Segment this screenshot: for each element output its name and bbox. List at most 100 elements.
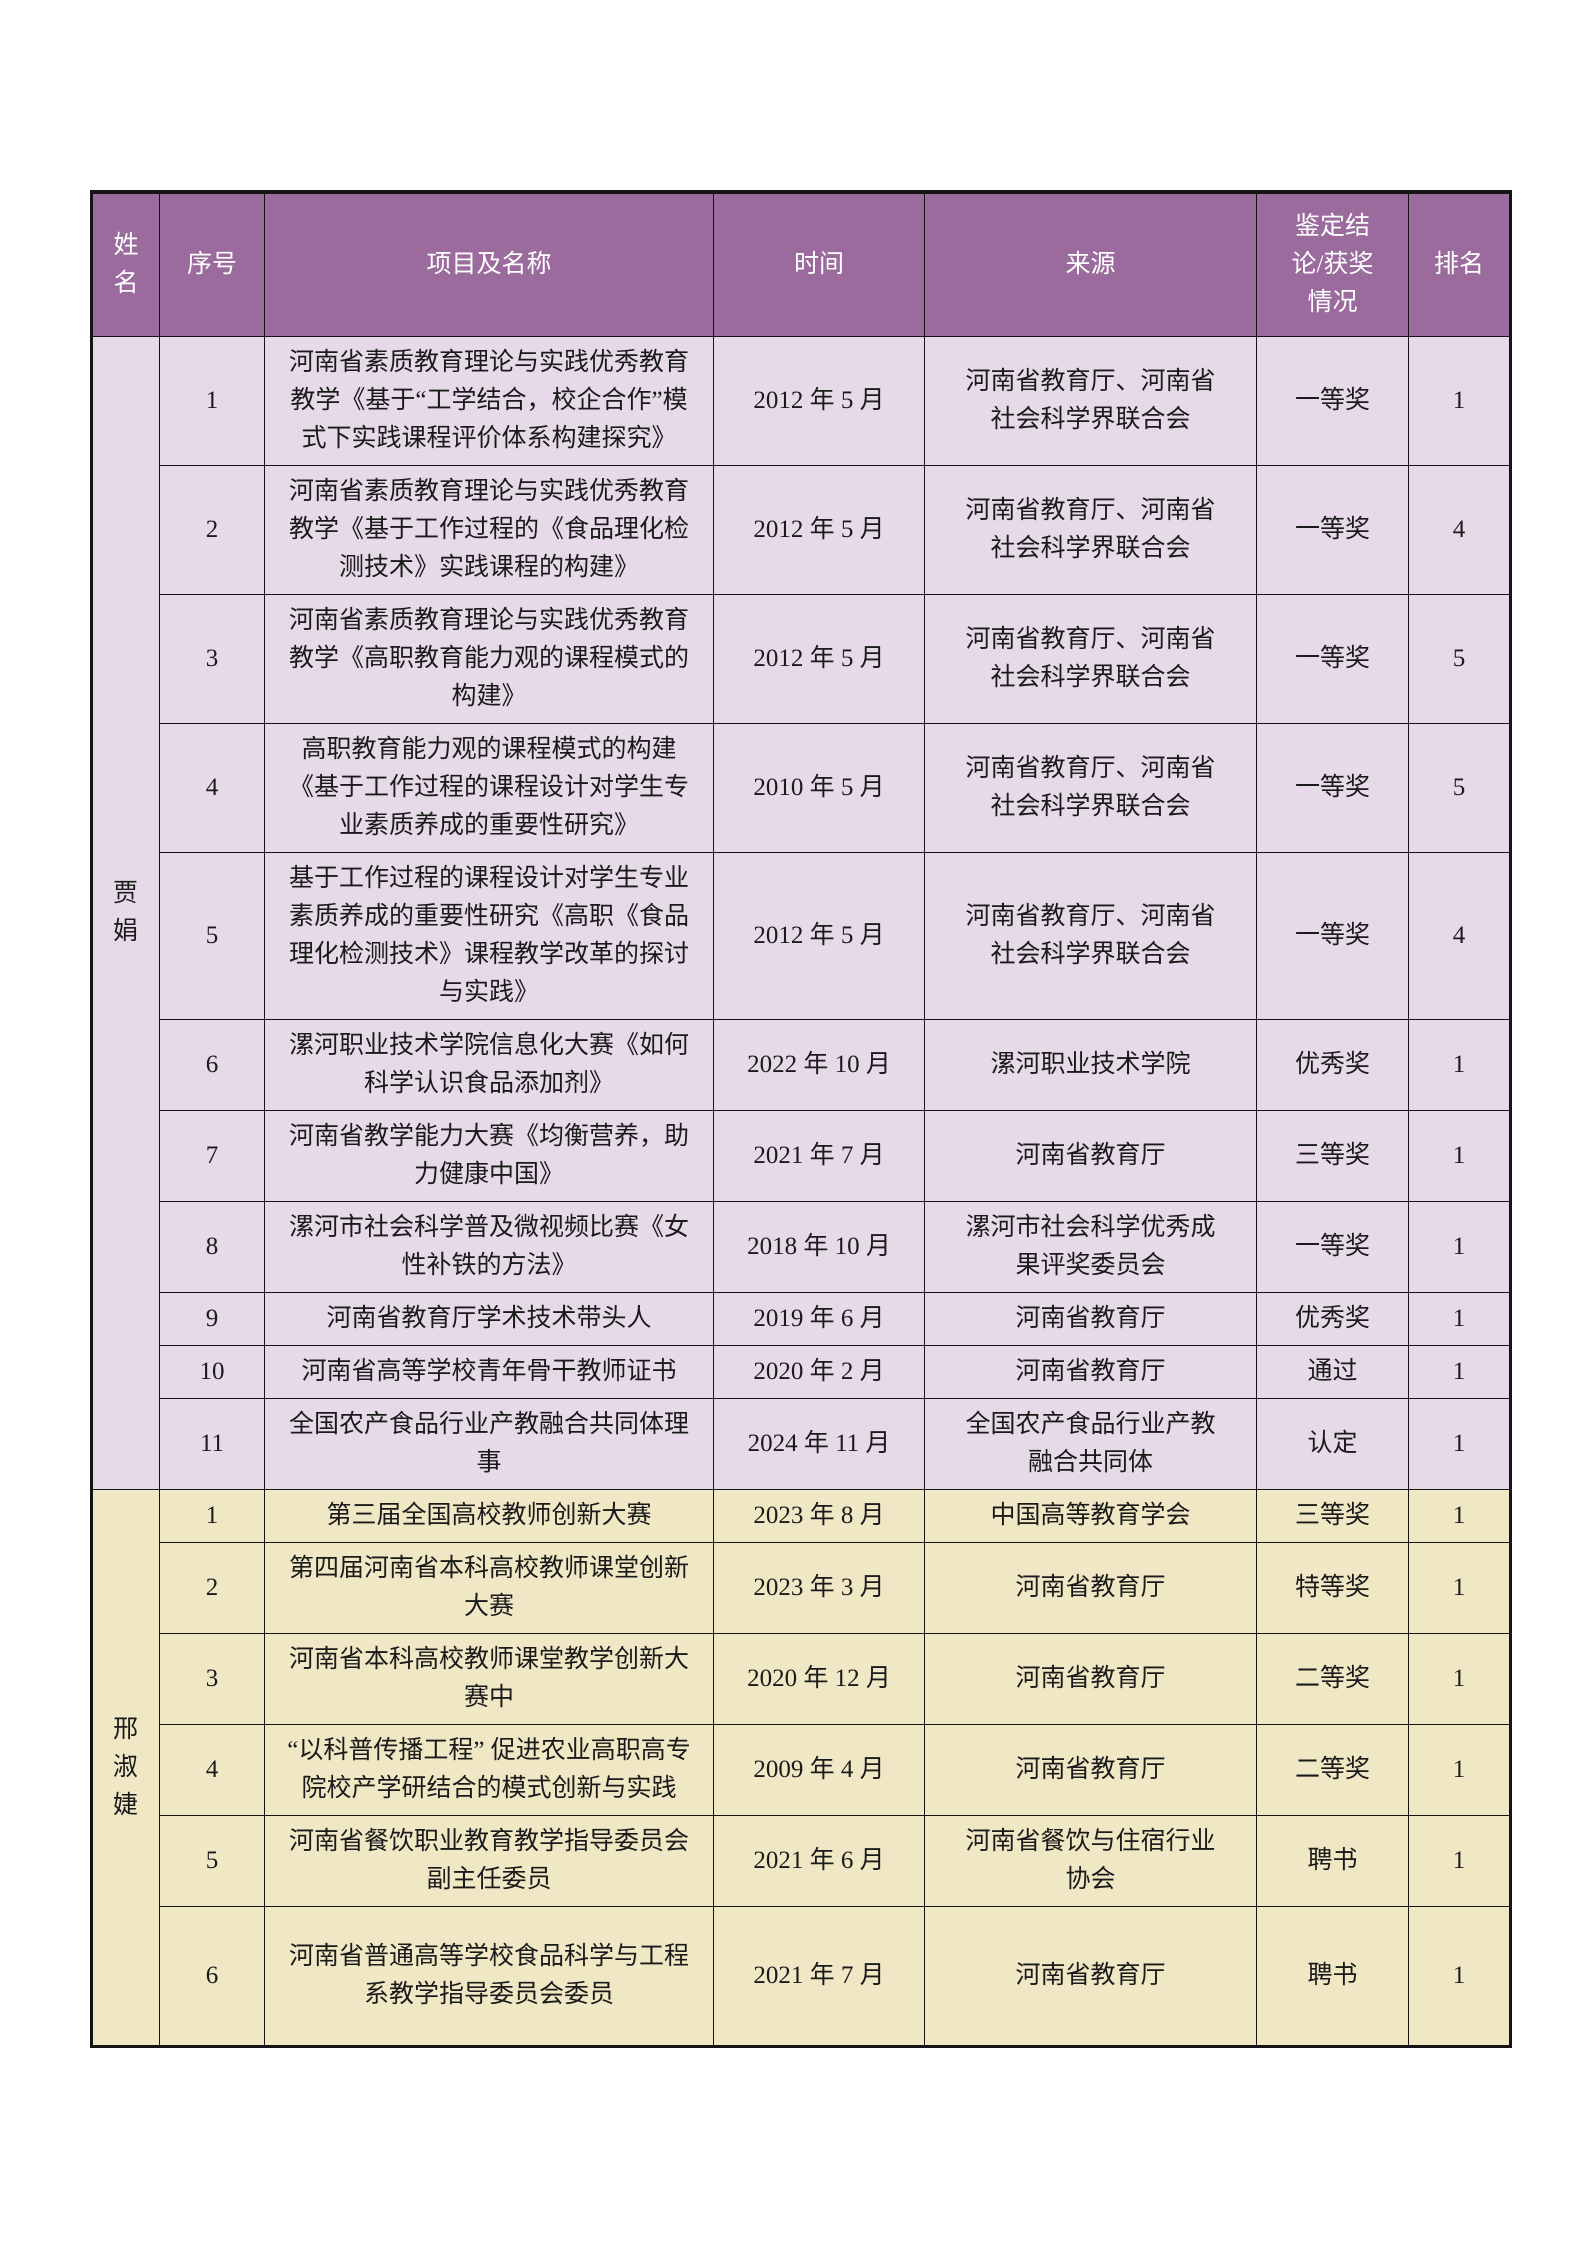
cell-source: 全国农产食品行业产教融合共同体: [924, 1398, 1257, 1490]
cell-project: 河南省素质教育理论与实践优秀教育教学《高职教育能力观的课程模式的构建》: [264, 594, 714, 724]
column-header-4: 来源: [924, 191, 1257, 337]
table-row: 4 “以科普传播工程” 促进农业高职高专院校产学研结合的模式创新与实践 2009 年…: [92, 1724, 1511, 1816]
cell-source: 河南省教育厅: [924, 1542, 1257, 1634]
cell-time: 2022 年 10 月: [713, 1019, 925, 1111]
cell-source: 河南省教育厅: [924, 1110, 1257, 1202]
table-row: 6 漯河职业技术学院信息化大赛《如何科学认识食品添加剂》 2022 年 10 月漯河…: [92, 1019, 1511, 1111]
table-row: 8 漯河市社会科学普及微视频比赛《女性补铁的方法》 2018 年 10 月漯河市社会…: [92, 1201, 1511, 1293]
table-row: 2 河南省素质教育理论与实践优秀教育教学《基于工作过程的《食品理化检测技术》实践课…: [92, 465, 1511, 595]
table-header-row: 姓名 序号 项目及名称 时间 来源 鉴定结论/获奖情况 排名: [91, 191, 1511, 337]
cell-time: 2023 年 3 月: [713, 1542, 925, 1634]
cell-result: 认定: [1256, 1398, 1409, 1490]
column-header-1: 序号: [159, 191, 265, 337]
cell-result: 一等奖: [1256, 336, 1409, 466]
cell-no: 3: [159, 594, 265, 724]
table-row: 5 基于工作过程的课程设计对学生专业素质养成的重要性研究《高职《食品理化检测技术》…: [92, 852, 1511, 1020]
cell-no: 7: [159, 1110, 265, 1202]
cell-source: 河南省教育厅: [924, 1633, 1257, 1725]
cell-result: 聘书: [1256, 1815, 1409, 1907]
cell-project: 基于工作过程的课程设计对学生专业素质养成的重要性研究《高职《食品理化检测技术》课…: [264, 852, 714, 1020]
cell-no: 5: [159, 852, 265, 1020]
teacher-name-cell: 邢淑婕: [91, 1489, 160, 2047]
cell-no: 4: [159, 723, 265, 853]
table-row: 9 河南省教育厅学术技术带头人 2019 年 6 月河南省教育厅 优秀奖 1: [92, 1292, 1511, 1346]
cell-no: 2: [159, 1542, 265, 1634]
cell-project: 漯河市社会科学普及微视频比赛《女性补铁的方法》: [264, 1201, 714, 1293]
cell-source: 河南省教育厅、河南省社会科学界联合会: [924, 594, 1257, 724]
column-header-5: 鉴定结论/获奖情况: [1256, 191, 1409, 337]
cell-source: 河南省教育厅、河南省社会科学界联合会: [924, 723, 1257, 853]
cell-rank: 1: [1408, 1906, 1511, 2047]
table-row: 贾娟 1 河南省素质教育理论与实践优秀教育教学《基于“工学结合，校企合作”模式下实践…: [91, 336, 1511, 1490]
column-header-3: 时间: [713, 191, 925, 337]
cell-rank: 1: [1408, 1345, 1511, 1399]
cell-rank: 1: [1408, 1724, 1511, 1816]
table-row: 邢淑婕 1 第三届全国高校教师创新大赛 2023 年 8 月中国高等教育学会 三等奖 1: [91, 1489, 1511, 2047]
cell-result: 一等奖: [1256, 1201, 1409, 1293]
cell-no: 5: [159, 1815, 265, 1907]
cell-no: 8: [159, 1201, 265, 1293]
cell-rank: 1: [1408, 1398, 1511, 1490]
cell-rank: 4: [1408, 465, 1511, 595]
cell-rank: 5: [1408, 723, 1511, 853]
cell-time: 2012 年 5 月: [713, 852, 925, 1020]
cell-time: 2021 年 7 月: [713, 1110, 925, 1202]
column-header-0: 姓名: [91, 191, 160, 337]
cell-rank: 1: [1408, 1815, 1511, 1907]
cell-source: 河南省教育厅: [924, 1345, 1257, 1399]
cell-result: 一等奖: [1256, 465, 1409, 595]
cell-time: 2020 年 2 月: [713, 1345, 925, 1399]
table-body: 贾娟 1 河南省素质教育理论与实践优秀教育教学《基于“工学结合，校企合作”模式下实践…: [91, 336, 1511, 2047]
table-row: 11 全国农产食品行业产教融合共同体理事 2024 年 11 月全国农产食品行业产教…: [92, 1398, 1511, 1490]
cell-result: 三等奖: [1256, 1489, 1409, 1543]
cell-project: 高职教育能力观的课程模式的构建《基于工作过程的课程设计对学生专业素质养成的重要性…: [264, 723, 714, 853]
cell-result: 特等奖: [1256, 1542, 1409, 1634]
cell-rank: 1: [1408, 1489, 1511, 1543]
cell-no: 3: [159, 1633, 265, 1725]
cell-no: 9: [159, 1292, 265, 1346]
cell-no: 1: [159, 1489, 265, 1543]
cell-project: 河南省素质教育理论与实践优秀教育教学《基于“工学结合，校企合作”模式下实践课程评…: [264, 336, 714, 466]
cell-source: 漯河市社会科学优秀成果评奖委员会: [924, 1201, 1257, 1293]
cell-rank: 1: [1408, 1201, 1511, 1293]
table-row: 4 高职教育能力观的课程模式的构建《基于工作过程的课程设计对学生专业素质养成的重要…: [92, 723, 1511, 853]
cell-time: 2012 年 5 月: [713, 465, 925, 595]
cell-rank: 1: [1408, 1633, 1511, 1725]
column-header-6: 排名: [1408, 191, 1511, 337]
cell-rank: 5: [1408, 594, 1511, 724]
cell-project: 河南省教学能力大赛《均衡营养，助力健康中国》: [264, 1110, 714, 1202]
cell-rank: 1: [1408, 1542, 1511, 1634]
table-row: 7 河南省教学能力大赛《均衡营养，助力健康中国》 2021 年 7 月河南省教育厅三…: [92, 1110, 1511, 1202]
cell-project: 全国农产食品行业产教融合共同体理事: [264, 1398, 714, 1490]
table-row: 2 第四届河南省本科高校教师课堂创新大赛 2023 年 3 月河南省教育厅 特等奖 1: [92, 1542, 1511, 1634]
cell-time: 2018 年 10 月: [713, 1201, 925, 1293]
cell-source: 中国高等教育学会: [924, 1489, 1257, 1543]
cell-source: 河南省教育厅、河南省社会科学界联合会: [924, 852, 1257, 1020]
cell-source: 河南省教育厅、河南省社会科学界联合会: [924, 465, 1257, 595]
cell-source: 河南省餐饮与住宿行业协会: [924, 1815, 1257, 1907]
cell-time: 2023 年 8 月: [713, 1489, 925, 1543]
cell-no: 6: [159, 1906, 265, 2047]
cell-result: 一等奖: [1256, 723, 1409, 853]
cell-no: 2: [159, 465, 265, 595]
cell-rank: 1: [1408, 336, 1511, 466]
cell-project: 河南省本科高校教师课堂教学创新大赛中: [264, 1633, 714, 1725]
cell-result: 三等奖: [1256, 1110, 1409, 1202]
column-header-2: 项目及名称: [264, 191, 714, 337]
cell-time: 2012 年 5 月: [713, 594, 925, 724]
cell-rank: 1: [1408, 1019, 1511, 1111]
cell-result: 优秀奖: [1256, 1019, 1409, 1111]
awards-table: 姓名 序号 项目及名称 时间 来源 鉴定结论/获奖情况 排名 贾娟 1 河南省素质教育理论与实践…: [90, 190, 1512, 2048]
cell-project: 漯河职业技术学院信息化大赛《如何科学认识食品添加剂》: [264, 1019, 714, 1111]
cell-result: 二等奖: [1256, 1724, 1409, 1816]
cell-result: 一等奖: [1256, 852, 1409, 1020]
cell-time: 2024 年 11 月: [713, 1398, 925, 1490]
cell-result: 一等奖: [1256, 594, 1409, 724]
table-row: 3 河南省素质教育理论与实践优秀教育教学《高职教育能力观的课程模式的构建》 2012…: [92, 594, 1511, 724]
cell-time: 2020 年 12 月: [713, 1633, 925, 1725]
cell-source: 漯河职业技术学院: [924, 1019, 1257, 1111]
cell-time: 2021 年 7 月: [713, 1906, 925, 2047]
cell-rank: 1: [1408, 1292, 1511, 1346]
cell-time: 2010 年 5 月: [713, 723, 925, 853]
